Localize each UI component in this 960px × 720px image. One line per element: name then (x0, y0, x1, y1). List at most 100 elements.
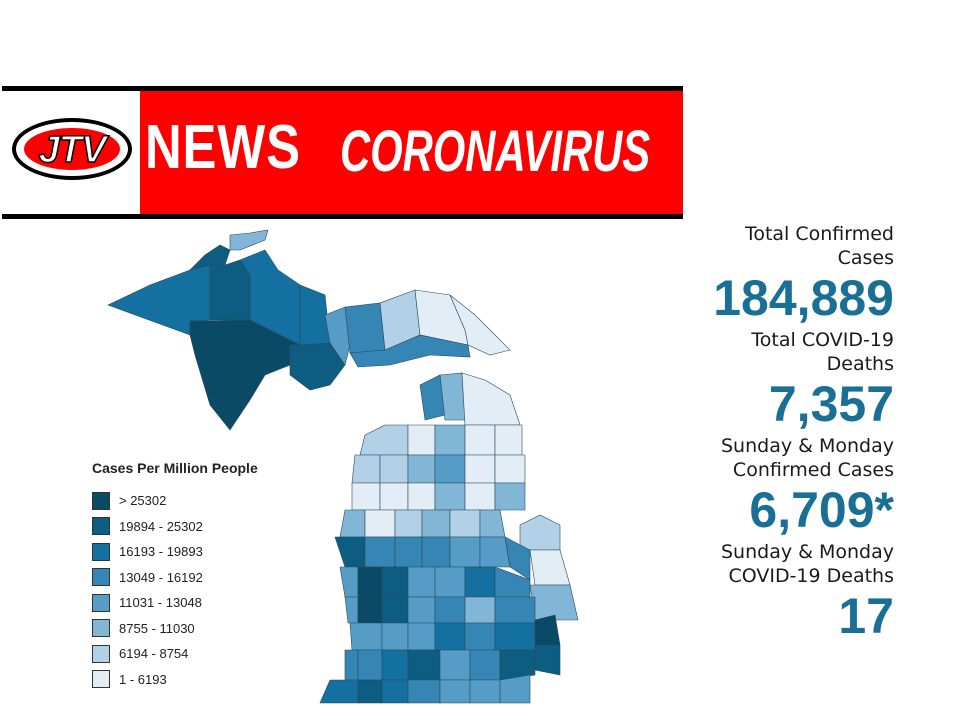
lp-row3-e (464, 482, 496, 511)
lp-row7-e (434, 596, 466, 624)
lp-row1-c (434, 424, 466, 456)
lp-row9-f (469, 649, 501, 681)
lp-row9-b (357, 649, 383, 681)
lp-row5-b (364, 536, 396, 568)
stat-label: Sunday & Monday (721, 435, 894, 457)
lp-row1-e (494, 424, 523, 456)
lp-row2-c (407, 454, 436, 484)
legend-item: 19894 - 25302 (92, 514, 322, 540)
up-dark-south (189, 319, 301, 431)
lp-row1-a (359, 424, 409, 456)
legend-swatch (92, 619, 110, 638)
legend-item: > 25302 (92, 488, 322, 514)
legend-swatch (92, 593, 110, 612)
lp-row8-d (434, 622, 466, 651)
up-east-2 (344, 302, 386, 354)
isle-royale-region (229, 229, 269, 251)
stat-label: Sunday & Monday (721, 541, 894, 563)
lp-row7-d (407, 596, 436, 624)
lp-row3-c (407, 482, 436, 511)
lp-row4-f (479, 509, 506, 538)
stat-label: Total COVID-19 (751, 329, 894, 351)
stats-panel: Total Confirmed Cases 184,889 Total COVI… (634, 222, 894, 646)
stat-label: Deaths (826, 353, 894, 375)
up-east-1 (324, 306, 351, 366)
lp-thumb-a (519, 514, 561, 551)
lp-row2-e (464, 454, 496, 484)
lp-row8-f (494, 622, 536, 651)
legend-label: 16193 - 19893 (119, 544, 203, 560)
banner-red-bar: JTV NEWS CORONAVIRUS (2, 91, 683, 214)
lp-row8-a (349, 622, 383, 651)
lp-row1-d (464, 424, 496, 456)
stat-weekend-deaths: Sunday & Monday COVID-19 Deaths 17 (634, 540, 894, 644)
lp-row5-a (334, 536, 366, 568)
lp-row10-a (319, 679, 359, 704)
lp-row4-c (394, 509, 423, 538)
up-mackinac (349, 334, 471, 368)
legend-label: 19894 - 25302 (119, 518, 203, 534)
lp-row5-c (394, 536, 423, 568)
legend-label: 11031 - 13048 (119, 595, 202, 611)
legend-swatch (92, 491, 110, 510)
lp-north-2 (461, 372, 521, 426)
legend-item: 1 - 6193 (92, 667, 322, 693)
legend-swatch (92, 644, 110, 663)
up-central-west (209, 259, 251, 321)
lp-row2-f (494, 454, 526, 484)
lp-thumb-b (529, 549, 571, 586)
legend-label: > 25302 (119, 493, 167, 509)
michigan-county-map (107, 229, 579, 704)
legend-swatch (92, 670, 110, 689)
stat-value: 7,357 (768, 376, 894, 432)
legend-label: 6194 - 8754 (119, 646, 189, 662)
lp-row1-b (407, 424, 436, 456)
lp-row7-b (357, 596, 383, 624)
lp-row4-b (364, 509, 396, 538)
lp-row6-c (381, 566, 409, 598)
lp-row8-g (534, 644, 561, 676)
lp-row3-f (494, 482, 526, 511)
lp-row3-b (379, 482, 409, 511)
lp-row3-d (434, 482, 466, 511)
topic-title: CORONAVIRUS (340, 119, 651, 184)
lp-row7-f (464, 596, 496, 624)
legend-items: > 25302 19894 - 25302 16193 - 19893 13049 -… (92, 488, 322, 692)
legend-label: 1 - 6193 (119, 671, 167, 687)
legend-swatch (92, 517, 110, 536)
lp-row9-d (407, 649, 441, 681)
stat-total-deaths: Total COVID-19 Deaths 7,357 (634, 328, 894, 432)
legend-item: 8755 - 11030 (92, 616, 322, 642)
lp-row10-g (499, 674, 531, 704)
logo-red-fill (24, 128, 120, 170)
stat-label: Confirmed Cases (732, 459, 894, 481)
lp-row9-g (499, 649, 536, 681)
lp-row7-c (381, 596, 409, 624)
lp-row9-a (344, 649, 359, 681)
lp-row6-e (434, 566, 466, 598)
lp-row2-a (351, 454, 381, 484)
lp-row8-b (381, 622, 409, 651)
lp-row5-d (421, 536, 451, 568)
legend-label: 13049 - 16192 (119, 569, 203, 585)
lp-row6-h (529, 584, 579, 621)
logo-box: JTV (2, 91, 140, 214)
news-title: NEWS (145, 113, 301, 182)
stat-label: COVID-19 Deaths (728, 565, 894, 587)
lp-row9-c (381, 649, 409, 681)
lp-row4-d (421, 509, 451, 538)
jtv-logo: JTV (12, 118, 132, 180)
map-legend: Cases Per Million People > 25302 19894 - … (92, 460, 322, 692)
stat-value: 184,889 (713, 270, 894, 326)
lp-row8-c (407, 622, 436, 651)
lp-row10-f (469, 679, 501, 704)
lp-row10-e (439, 679, 471, 704)
lp-row9-e (439, 649, 471, 681)
stat-value: 6,709* (749, 482, 894, 538)
lp-row3-a (351, 482, 381, 511)
legend-item: 11031 - 13048 (92, 590, 322, 616)
stat-label: Total Confirmed (744, 223, 894, 245)
lp-row4-a (339, 509, 366, 538)
lp-row6-a (339, 566, 359, 598)
lp-row7-a (344, 596, 359, 624)
